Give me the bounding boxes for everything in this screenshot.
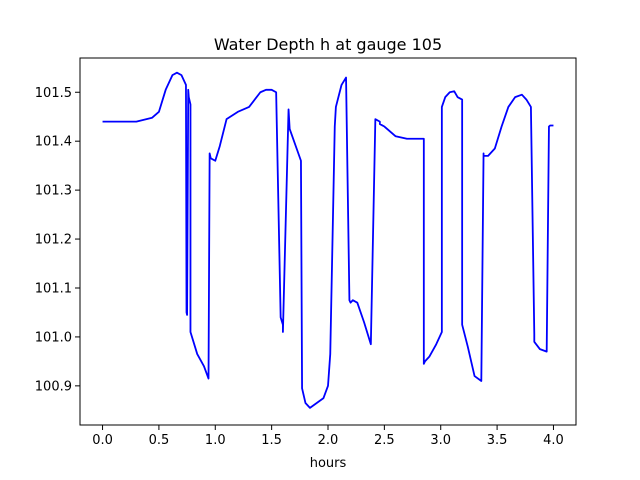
y-tick-label: 101.2 xyxy=(35,233,72,248)
x-tick-label: 3.5 xyxy=(487,433,508,448)
y-tick-label: 101.1 xyxy=(35,281,72,296)
x-tick-label: 2.5 xyxy=(374,433,395,448)
x-tick-label: 1.5 xyxy=(261,433,282,448)
x-axis-label: hours xyxy=(310,456,347,471)
plot-area: 0.0 0.5 1.0 1.5 2.0 2.5 3.0 3.5 4.0 100.9 101.0 101… xyxy=(35,57,577,448)
y-tick-label: 101.5 xyxy=(35,86,72,101)
x-tick-label: 0.0 xyxy=(92,433,113,448)
y-tick-label: 101.0 xyxy=(35,330,72,345)
x-tick-label: 4.0 xyxy=(543,433,564,448)
y-tick-label: 100.9 xyxy=(35,379,72,394)
x-tick-label: 1.0 xyxy=(205,433,226,448)
chart-title: Water Depth h at gauge 105 xyxy=(214,35,442,54)
x-tick-label: 3.0 xyxy=(430,433,451,448)
y-tick-label: 101.3 xyxy=(35,184,72,199)
x-tick-label: 0.5 xyxy=(149,433,170,448)
series-line-0 xyxy=(102,71,554,409)
y-tick-label: 101.4 xyxy=(35,135,72,150)
x-tick-label: 2.0 xyxy=(318,433,339,448)
